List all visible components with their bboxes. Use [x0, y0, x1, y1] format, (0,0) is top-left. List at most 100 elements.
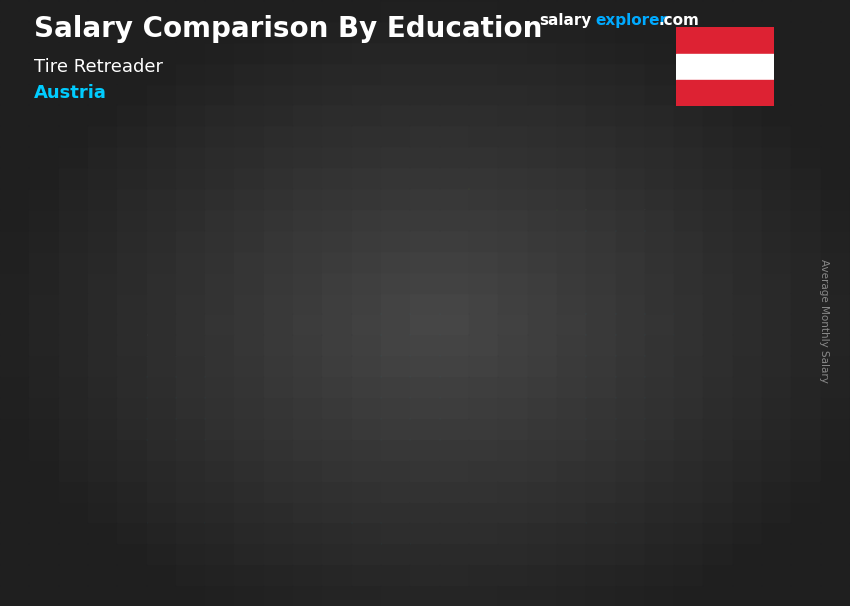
Bar — [439, 419, 468, 439]
Bar — [791, 64, 819, 84]
Bar — [135, 359, 229, 497]
Bar — [293, 356, 321, 376]
Bar — [352, 565, 380, 585]
Bar — [821, 210, 849, 230]
Bar — [557, 230, 586, 251]
Bar — [264, 523, 292, 544]
Bar — [0, 398, 28, 418]
Bar — [352, 586, 380, 606]
Bar — [176, 126, 204, 146]
Bar — [704, 210, 732, 230]
Bar — [264, 461, 292, 481]
Bar — [821, 314, 849, 335]
Text: .com: .com — [659, 13, 700, 28]
Bar — [439, 105, 468, 125]
Bar — [528, 22, 556, 42]
Bar — [791, 377, 819, 397]
Bar — [322, 335, 351, 355]
Bar — [146, 105, 175, 125]
Bar — [235, 314, 263, 335]
Bar — [235, 42, 263, 62]
Bar — [381, 544, 410, 564]
Bar — [469, 272, 497, 293]
Bar — [176, 481, 204, 502]
Bar — [352, 272, 380, 293]
Bar — [117, 84, 145, 104]
Bar — [586, 502, 615, 522]
Bar — [411, 64, 439, 84]
Bar — [117, 64, 145, 84]
Polygon shape — [229, 357, 241, 497]
Bar — [352, 356, 380, 376]
Bar — [176, 188, 204, 209]
Bar — [615, 210, 643, 230]
Bar — [586, 251, 615, 271]
Bar — [0, 272, 28, 293]
Bar — [674, 210, 702, 230]
Bar — [615, 22, 643, 42]
Bar — [264, 22, 292, 42]
Text: +38%: +38% — [457, 171, 538, 195]
Bar — [557, 168, 586, 188]
Bar — [381, 377, 410, 397]
Bar — [762, 105, 791, 125]
Bar — [352, 544, 380, 564]
Bar — [791, 293, 819, 313]
Bar — [29, 105, 58, 125]
Bar — [29, 42, 58, 62]
Bar — [674, 544, 702, 564]
Bar — [586, 398, 615, 418]
Bar — [205, 398, 234, 418]
Bar — [235, 419, 263, 439]
Bar — [733, 544, 761, 564]
Bar — [733, 230, 761, 251]
Bar — [791, 126, 819, 146]
Bar — [645, 439, 673, 460]
Bar — [59, 147, 87, 167]
Bar — [322, 42, 351, 62]
Bar — [146, 22, 175, 42]
Bar — [88, 188, 116, 209]
Bar — [176, 105, 204, 125]
Bar — [88, 544, 116, 564]
Bar — [821, 544, 849, 564]
Bar — [146, 356, 175, 376]
Text: 1,950 EUR: 1,950 EUR — [581, 198, 660, 213]
Bar — [586, 461, 615, 481]
Bar — [498, 84, 527, 104]
Bar — [293, 544, 321, 564]
Bar — [439, 544, 468, 564]
Bar — [791, 544, 819, 564]
Bar — [439, 398, 468, 418]
Bar — [117, 1, 145, 21]
Bar — [293, 398, 321, 418]
Bar — [733, 398, 761, 418]
Bar — [439, 523, 468, 544]
Bar — [586, 188, 615, 209]
Bar — [322, 523, 351, 544]
Bar — [0, 105, 28, 125]
Bar — [0, 147, 28, 167]
Bar — [235, 356, 263, 376]
Bar — [528, 105, 556, 125]
Bar — [645, 523, 673, 544]
Bar — [439, 147, 468, 167]
Bar — [469, 481, 497, 502]
Bar — [235, 22, 263, 42]
Bar — [411, 105, 439, 125]
Bar — [528, 251, 556, 271]
Bar — [59, 188, 87, 209]
Bar — [29, 356, 58, 376]
Bar — [0, 42, 28, 62]
Bar — [439, 22, 468, 42]
Bar — [146, 398, 175, 418]
Bar — [821, 188, 849, 209]
Bar — [176, 64, 204, 84]
Bar — [381, 105, 410, 125]
Bar — [704, 188, 732, 209]
Bar — [762, 1, 791, 21]
Bar — [762, 251, 791, 271]
Bar — [821, 168, 849, 188]
Bar — [322, 126, 351, 146]
Bar — [235, 272, 263, 293]
